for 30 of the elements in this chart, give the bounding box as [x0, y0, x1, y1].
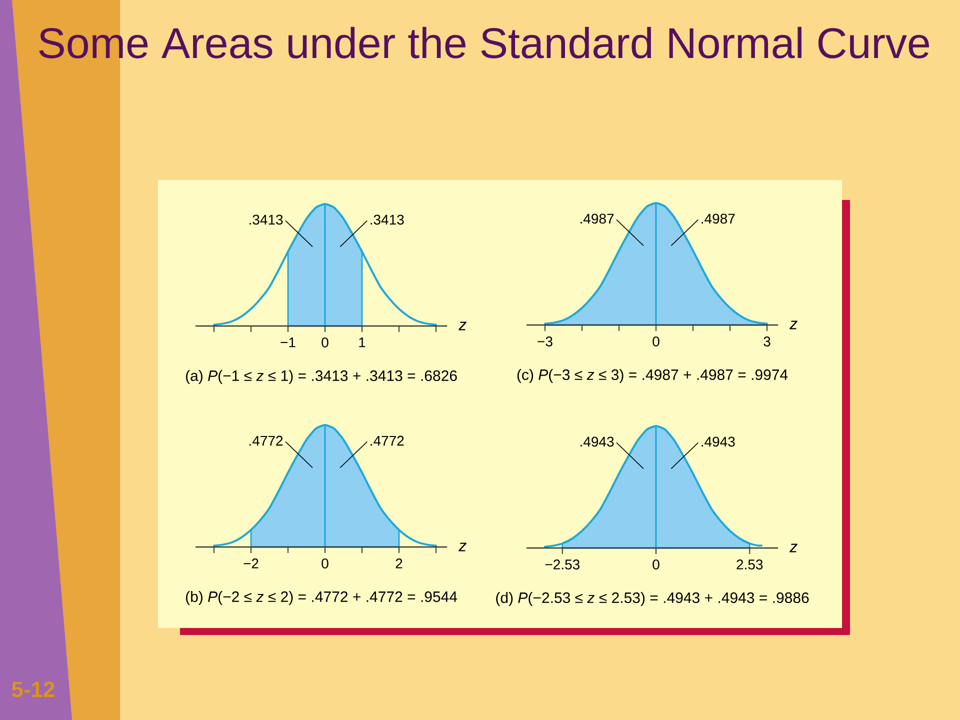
- x-tick-label: 3: [764, 336, 770, 346]
- annotation: .3413: [370, 214, 404, 225]
- annotation: .4987: [702, 214, 735, 224]
- x-tick-label: 0: [322, 558, 328, 568]
- x-tick-label: 1: [359, 338, 366, 348]
- x-tick-label: 0: [652, 336, 660, 346]
- x-axis-title: z: [790, 544, 798, 552]
- x-tick-label: 0: [652, 560, 660, 570]
- x-tick-label: −2.53: [545, 560, 580, 570]
- x-tick-label: −1: [280, 338, 296, 348]
- x-tick-label: −3: [538, 336, 552, 346]
- x-axis-title: z: [458, 542, 466, 552]
- annotation: .4943: [580, 436, 614, 447]
- x-tick-label: 2.53: [736, 560, 763, 570]
- text: 5-12: [12, 682, 54, 698]
- text: (c) P(−3 ≤ z ≤ 3) = .4987 + .4987 = .9974: [517, 369, 788, 383]
- x-axis-title: z: [790, 320, 798, 330]
- x-tick-label: −2: [244, 558, 258, 568]
- annotation: .4987: [580, 214, 614, 224]
- x-axis-title: z: [458, 322, 466, 330]
- annotation: .3413: [250, 214, 283, 225]
- x-tick-label: 2: [396, 558, 402, 568]
- text: (d) P(−2.53 ≤ z ≤ 2.53) = .4943 + .4943 = .9886: [496, 592, 809, 606]
- annotation: .4772: [250, 436, 283, 446]
- text: (a) P(−1 ≤ z ≤ 1) = .3413 + .3413 = .6826: [186, 370, 457, 384]
- chart-title: Some Areas under the Standard Normal Curve: [39, 26, 930, 58]
- annotation: .4943: [702, 436, 735, 447]
- text: (b) P(−2 ≤ z ≤ 2) = .4772 + .4772 = .9544: [186, 591, 458, 605]
- annotation: .4772: [370, 436, 404, 446]
- x-tick-label: 0: [322, 338, 328, 348]
